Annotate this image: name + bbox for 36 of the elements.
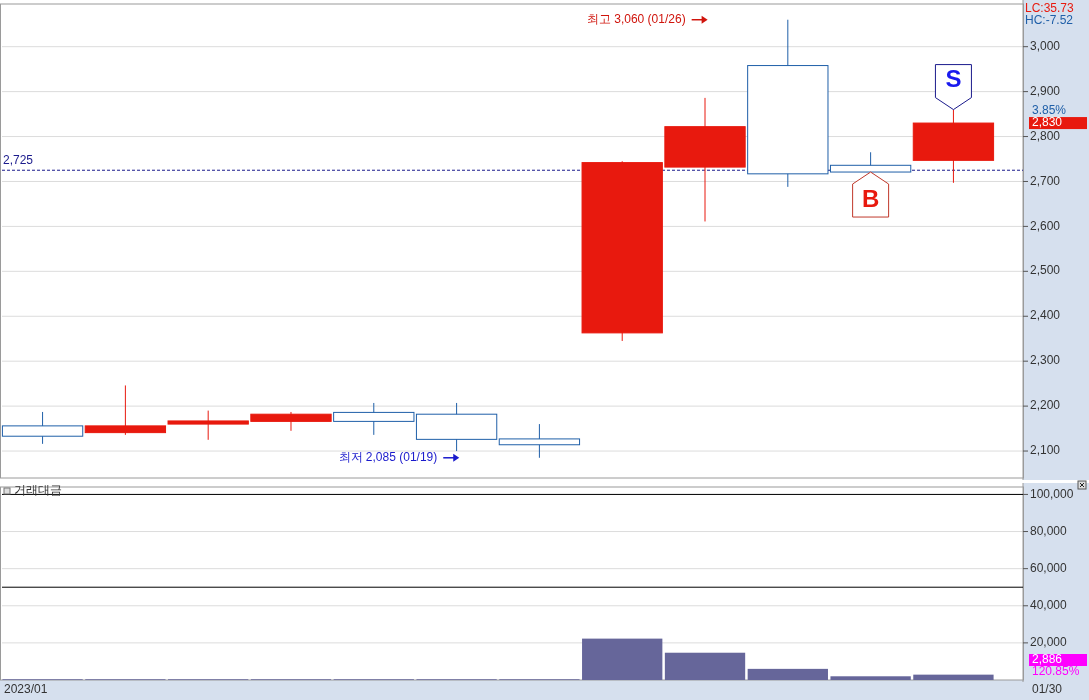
bar	[664, 652, 746, 680]
candlestick	[498, 423, 581, 459]
y-tick-label: 2,700	[1030, 173, 1061, 188]
y-tick-label: 2,100	[1030, 443, 1061, 458]
ref-line-label: 2,725	[3, 153, 34, 168]
candlestick	[84, 384, 167, 436]
annotation: B	[861, 184, 880, 212]
bar	[830, 676, 911, 680]
y-tick-label: 80,000	[1030, 523, 1068, 538]
bar	[913, 674, 994, 680]
y-tick-label: 2,400	[1030, 308, 1061, 323]
text: 3.85%	[1032, 103, 1067, 118]
y-tick-label: 3,000	[1030, 38, 1061, 53]
y-tick-label: 2,500	[1030, 263, 1061, 278]
annotation: 최고 3,060 (01/26)	[586, 11, 686, 26]
text: 01/30	[1032, 682, 1063, 697]
bar	[582, 638, 663, 680]
annotation: S	[945, 65, 962, 93]
annotation: 최저 2,085 (01/19)	[338, 449, 438, 464]
chart-title: 거래대금	[14, 483, 62, 498]
y-tick-label: 2,200	[1030, 398, 1061, 413]
y-tick-label: 2,300	[1030, 353, 1061, 368]
y-tick-label: 40,000	[1030, 597, 1068, 612]
y-tick-label: 60,000	[1030, 560, 1068, 575]
y-tick-label: 2,900	[1030, 83, 1061, 98]
text: HC:-7.52	[1025, 13, 1074, 28]
y-tick-label: 20,000	[1030, 635, 1068, 650]
text: 2,886	[1032, 652, 1063, 667]
bar	[747, 668, 828, 680]
y-tick-label: 2,600	[1030, 218, 1061, 233]
text: 2023/01	[4, 682, 48, 697]
y-tick-label: 2,800	[1030, 128, 1061, 143]
text: LC:35.73	[1025, 1, 1075, 16]
y-tick-label: 100,000	[1030, 486, 1074, 501]
text: 2,830	[1032, 115, 1063, 130]
text: 120.85%	[1032, 664, 1080, 679]
